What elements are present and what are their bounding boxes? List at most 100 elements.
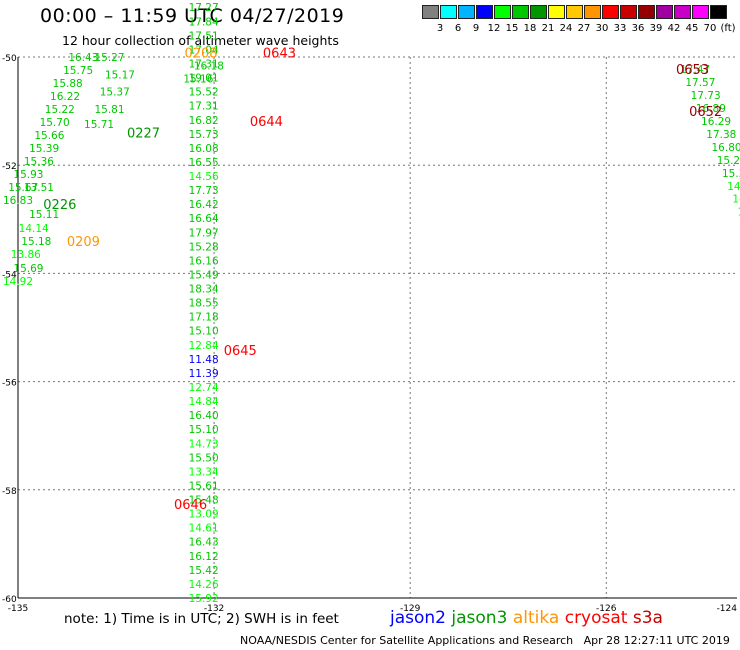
wave-height-label: 15.27	[717, 155, 740, 167]
wave-height-label: 17.73	[189, 185, 219, 197]
wave-height-label: 15.10	[189, 424, 219, 436]
colorbar-label: 70	[703, 23, 717, 34]
colorbar-swatch	[638, 5, 655, 19]
wave-height-label: 16.16	[189, 255, 219, 267]
wave-height-label: 15.39	[29, 143, 59, 155]
wave-height-label: 16.89	[696, 103, 726, 115]
wave-height-label: 15.70	[40, 117, 70, 129]
wave-height-label: 16.43	[68, 52, 98, 64]
wave-height-label: 16.80	[712, 142, 740, 154]
colorbar-swatch	[422, 5, 439, 19]
x-tick-label: -135	[8, 604, 28, 614]
chart-title: 00:00 – 11:59 UTC 04/27/2019	[40, 5, 345, 27]
colorbar-swatch	[602, 5, 619, 19]
colorbar-swatch	[710, 5, 727, 19]
wave-height-label: 12.84	[189, 340, 219, 352]
colorbar-swatch	[530, 5, 547, 19]
colorbar-label: 33	[613, 23, 627, 34]
y-tick-label: -54	[2, 270, 17, 280]
y-tick-label: -60	[2, 595, 17, 605]
colorbar-label: 27	[577, 23, 591, 34]
wave-height-label: 15.66	[34, 130, 64, 142]
wave-height-label: 15.67	[8, 182, 38, 194]
wave-height-label: 14.14	[19, 223, 49, 235]
pass-time-label: 0652	[689, 105, 722, 120]
colorbar-swatch	[584, 5, 601, 19]
colorbar-label: 42	[667, 23, 681, 34]
colorbar-label: 30	[595, 23, 609, 34]
footer-note: note: 1) Time is in UTC; 2) SWH is in fe…	[64, 611, 339, 627]
pass-time-label: 0645	[224, 344, 257, 359]
wave-height-label: 17.31	[189, 101, 219, 113]
colorbar-swatch	[458, 5, 475, 19]
wave-height-label: 15.73	[189, 129, 219, 141]
wave-height-label: 11.48	[189, 354, 219, 366]
colorbar-swatch	[440, 5, 457, 19]
wave-height-label: 15.88	[53, 78, 83, 90]
wave-height-label: 14.26	[189, 579, 219, 591]
colorbar-swatch	[494, 5, 511, 19]
wave-height-label: 16.12	[189, 551, 219, 563]
colorbar-swatch	[692, 5, 709, 19]
satellite-legend-item: altika	[512, 608, 565, 628]
wave-height-label: 15.18	[21, 236, 51, 248]
wave-height-label: 15.22	[45, 104, 75, 116]
y-tick-label: -56	[2, 379, 17, 389]
wave-height-label: 16.22	[50, 91, 80, 103]
satellite-legend: jason2 jason3 altika cryosat s3a	[390, 608, 663, 628]
wave-height-label: 14.92	[3, 276, 33, 288]
wave-height-label: 14.85	[738, 207, 740, 219]
wave-height-label: 15.48	[189, 495, 219, 507]
colorbar-swatch	[674, 5, 691, 19]
satellite-legend-item: jason3	[451, 608, 513, 628]
colorbar-label: 6	[454, 23, 462, 34]
wave-height-label: 15.27	[94, 52, 124, 64]
colorbar-label: 9	[472, 23, 480, 34]
wave-height-label: 17.27	[189, 2, 219, 14]
wave-height-label: 17.47	[680, 64, 710, 76]
wave-height-label: 16.08	[189, 143, 219, 155]
wave-height-label: 19.01	[189, 73, 219, 85]
pass-time-label: 0646	[174, 498, 207, 513]
wave-height-label: 15.92	[189, 593, 219, 605]
wave-height-label: 12.74	[189, 382, 219, 394]
wave-height-label: 15.37	[100, 87, 130, 99]
wave-height-label: 14.84	[189, 396, 219, 408]
colorbar-label: 18	[523, 23, 537, 34]
colorbar-swatch	[566, 5, 583, 19]
x-tick-label: -132	[204, 604, 224, 614]
wave-height-label: 16.64	[189, 213, 219, 225]
colorbar-swatch	[512, 5, 529, 19]
wave-height-label: 15.16	[183, 74, 213, 86]
wave-height-label: 14.61	[189, 523, 219, 535]
colorbar-label: 39	[649, 23, 663, 34]
wave-height-label: 15.50	[189, 452, 219, 464]
wave-height-label: 15.10	[189, 326, 219, 338]
colorbar-label: 45	[685, 23, 699, 34]
pass-time-label: 0644	[250, 115, 283, 130]
x-tick-label: -124	[717, 604, 738, 614]
colorbar-swatch	[656, 5, 673, 19]
wave-height-label: 15.52	[189, 87, 219, 99]
wave-height-label: 15.69	[13, 263, 43, 275]
x-tick-label: -126	[596, 604, 617, 614]
wave-height-label: 17.57	[685, 77, 715, 89]
pass-time-label: 0643	[263, 47, 296, 62]
wave-height-label: 15.28	[189, 241, 219, 253]
wave-height-label: 15.42	[189, 565, 219, 577]
wave-height-label: 16.83	[3, 195, 33, 207]
y-tick-label: -58	[2, 487, 17, 497]
wave-height-label: 16.43	[189, 537, 219, 549]
colorbar-label: 3	[436, 23, 444, 34]
wave-height-label: 16.18	[194, 61, 224, 73]
wave-height-label: 17.38	[706, 129, 736, 141]
wave-height-label: 16.55	[189, 157, 219, 169]
wave-height-label: 15.17	[105, 69, 135, 81]
satellite-legend-item: jason2	[390, 608, 452, 628]
pass-time-label: 0227	[127, 127, 160, 142]
chart-subtitle: 12 hour collection of altimeter wave hei…	[62, 33, 339, 48]
wave-height-label: 17.31	[189, 58, 219, 70]
colorbar-label: (ft)	[720, 23, 736, 34]
